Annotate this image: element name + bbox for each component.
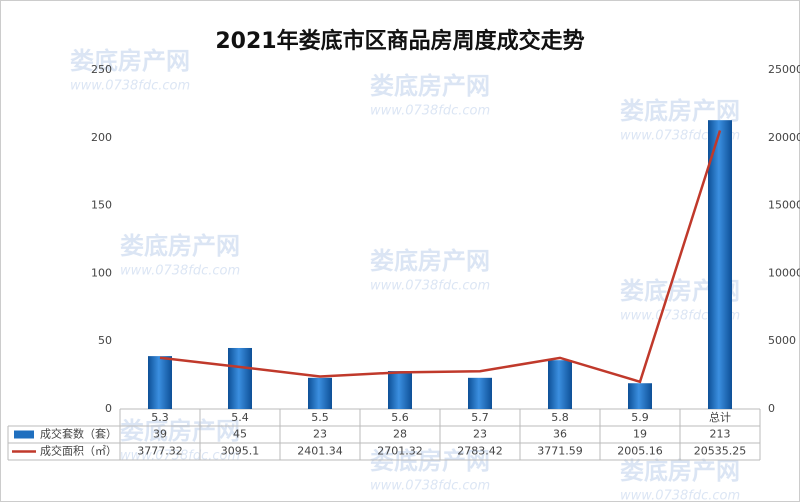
table-value: 45 xyxy=(233,428,247,441)
watermark-url: www.0738fdc.com xyxy=(370,479,490,494)
table-value: 23 xyxy=(473,428,487,441)
y2-tick-label: 25000 xyxy=(768,63,800,76)
table-value: 39 xyxy=(153,428,167,441)
y-tick-label: 0 xyxy=(105,402,112,415)
y-tick-label: 100 xyxy=(91,266,112,279)
table-value: 28 xyxy=(393,428,407,441)
legend-label: 成交套数（套） xyxy=(40,427,117,441)
watermark-url: www.0738fdc.com xyxy=(370,104,490,119)
y-tick-label: 50 xyxy=(98,334,112,347)
table-value: 2783.42 xyxy=(457,445,503,458)
watermark: 娄底房产网 xyxy=(370,447,490,475)
x-tick-label: 5.4 xyxy=(231,411,249,424)
table-value: 2401.34 xyxy=(297,445,343,458)
table-value: 3777.32 xyxy=(137,445,183,458)
table-value: 3095.1 xyxy=(221,445,260,458)
y-tick-label: 200 xyxy=(91,131,112,144)
y2-tick-label: 20000 xyxy=(768,131,800,144)
watermark-url: www.0738fdc.com xyxy=(370,279,490,294)
bar xyxy=(708,120,732,409)
watermark-url: www.0738fdc.com xyxy=(120,264,240,279)
bar xyxy=(548,360,572,409)
bar xyxy=(468,377,492,409)
table-value: 213 xyxy=(710,428,731,441)
y-tick-label: 150 xyxy=(91,199,112,212)
y2-tick-label: 0 xyxy=(768,402,775,415)
chart-title: 2021年娄底市区商品房周度成交走势 xyxy=(215,28,584,54)
x-tick-label: 5.7 xyxy=(471,411,489,424)
table-value: 2005.16 xyxy=(617,445,663,458)
line xyxy=(159,130,722,384)
watermark: 娄底房产网 xyxy=(370,72,490,100)
y2-tick-label: 5000 xyxy=(768,334,796,347)
table-value: 19 xyxy=(633,428,647,441)
watermark-url: www.0738fdc.com xyxy=(70,79,190,94)
x-tick-label: 5.9 xyxy=(631,411,649,424)
x-tick-label: 5.3 xyxy=(151,411,169,424)
table-value: 2701.32 xyxy=(377,445,423,458)
watermark: 娄底房产网 xyxy=(70,47,190,75)
bar xyxy=(388,371,412,409)
y-tick-label: 250 xyxy=(91,63,112,76)
y2-tick-label: 10000 xyxy=(768,266,800,279)
bar xyxy=(228,347,252,409)
table-value: 3771.59 xyxy=(537,445,583,458)
table-value: 36 xyxy=(553,428,567,441)
x-tick-label: 5.6 xyxy=(391,411,409,424)
x-tick-label: 5.5 xyxy=(311,411,329,424)
y2-tick-label: 15000 xyxy=(768,199,800,212)
watermark: 娄底房产网 xyxy=(120,417,240,445)
legend-icon xyxy=(14,430,34,439)
bar xyxy=(148,356,172,409)
bar xyxy=(308,377,332,409)
watermark-url: www.0738fdc.com xyxy=(620,489,740,502)
watermark: 娄底房产网 xyxy=(620,457,740,485)
x-tick-label: 总计 xyxy=(709,410,731,424)
bar xyxy=(628,383,652,409)
watermark: 娄底房产网 xyxy=(370,247,490,275)
table-value: 23 xyxy=(313,428,327,441)
legend-label: 成交面积（㎡） xyxy=(40,444,117,458)
table-value: 20535.25 xyxy=(694,445,747,458)
watermark: 娄底房产网 xyxy=(120,232,240,260)
x-tick-label: 5.8 xyxy=(551,411,569,424)
